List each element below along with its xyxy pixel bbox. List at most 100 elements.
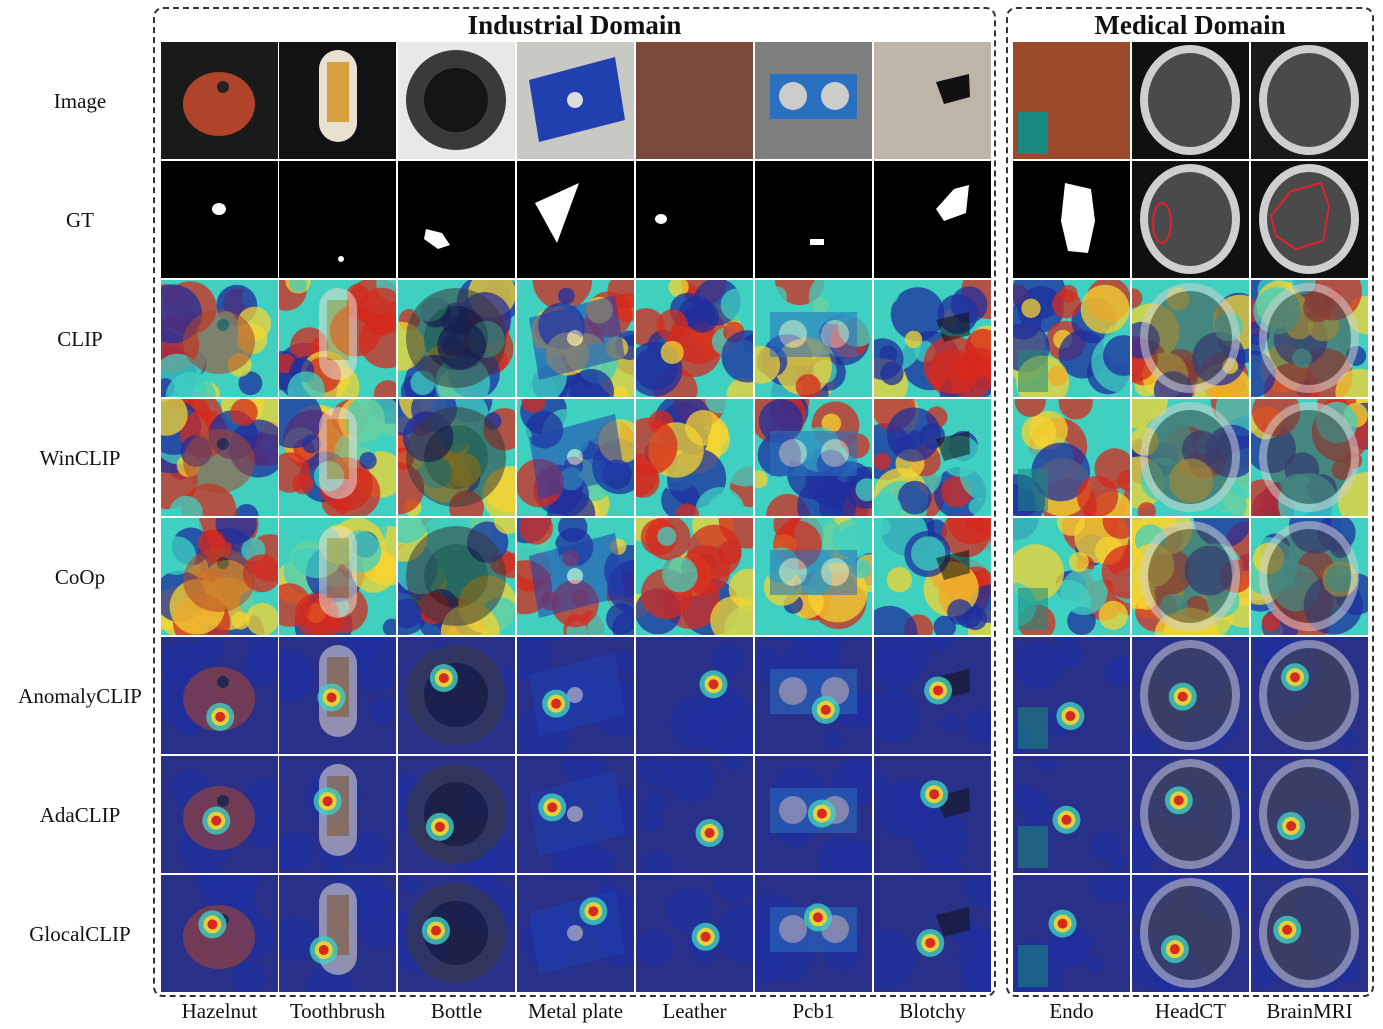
panel-clip-endo — [1013, 280, 1130, 397]
panel-winclip-pcb1 — [755, 399, 872, 516]
panel-gt-pcb1 — [755, 161, 872, 278]
panel-winclip-brainmri — [1251, 399, 1368, 516]
panel-glocalclip-brainmri — [1251, 875, 1368, 992]
panel-coop-headct — [1132, 518, 1249, 635]
row-label-image: Image — [53, 88, 107, 113]
panel-gt-bottle — [398, 161, 515, 278]
panel-clip-brainmri — [1251, 280, 1368, 397]
medical-domain-frame — [1006, 7, 1374, 997]
panel-glocalclip-toothbrush — [279, 875, 396, 992]
panel-gt-hazelnut — [161, 161, 278, 278]
column-label-metal-plate: Metal plate — [527, 999, 624, 1023]
panel-winclip-blotchy — [874, 399, 991, 516]
panel-glocalclip-headct — [1132, 875, 1249, 992]
panel-image-toothbrush — [279, 42, 396, 159]
row-label-coop: CoOp — [54, 564, 106, 589]
panel-gt-endo — [1013, 161, 1130, 278]
panel-glocalclip-blotchy — [874, 875, 991, 992]
column-label-toothbrush: Toothbrush — [289, 999, 386, 1023]
panel-clip-metal-plate — [517, 280, 634, 397]
panel-clip-leather — [636, 280, 753, 397]
panel-adaclip-headct — [1132, 756, 1249, 873]
panel-anomalyclip-bottle — [398, 637, 515, 754]
panel-glocalclip-leather — [636, 875, 753, 992]
panel-winclip-bottle — [398, 399, 515, 516]
panel-image-endo — [1013, 42, 1130, 159]
panel-image-headct — [1132, 42, 1249, 159]
panel-clip-hazelnut — [161, 280, 278, 397]
panel-anomalyclip-headct — [1132, 637, 1249, 754]
panel-coop-hazelnut — [161, 518, 278, 635]
row-label-glocalclip: GlocalCLIP — [29, 921, 131, 946]
panel-anomalyclip-metal-plate — [517, 637, 634, 754]
row-label-adaclip: AdaCLIP — [39, 802, 121, 827]
panel-glocalclip-bottle — [398, 875, 515, 992]
panel-image-brainmri — [1251, 42, 1368, 159]
panel-anomalyclip-pcb1 — [755, 637, 872, 754]
panel-glocalclip-endo — [1013, 875, 1130, 992]
column-label-brainmri: BrainMRI — [1266, 999, 1353, 1023]
panel-coop-toothbrush — [279, 518, 396, 635]
panel-clip-toothbrush — [279, 280, 396, 397]
column-label-leather: Leather — [662, 999, 727, 1023]
panel-adaclip-metal-plate — [517, 756, 634, 873]
panel-winclip-hazelnut — [161, 399, 278, 516]
panel-adaclip-endo — [1013, 756, 1130, 873]
row-label-gt: GT — [66, 207, 94, 232]
medical-domain-title: Medical Domain — [1094, 10, 1286, 40]
panel-winclip-endo — [1013, 399, 1130, 516]
panel-gt-brainmri — [1251, 161, 1368, 278]
panel-adaclip-brainmri — [1251, 756, 1368, 873]
panel-coop-bottle — [398, 518, 515, 635]
panel-gt-toothbrush — [279, 161, 396, 278]
row-label-anomalyclip: AnomalyCLIP — [18, 683, 142, 708]
panel-coop-pcb1 — [755, 518, 872, 635]
column-label-headct: HeadCT — [1154, 999, 1227, 1023]
column-label-blotchy: Blotchy — [899, 999, 966, 1023]
row-label-winclip: WinCLIP — [39, 445, 121, 470]
panel-gt-blotchy — [874, 161, 991, 278]
panel-adaclip-blotchy — [874, 756, 991, 873]
panel-adaclip-hazelnut — [161, 756, 278, 873]
panel-coop-leather — [636, 518, 753, 635]
panel-coop-brainmri — [1251, 518, 1368, 635]
column-label-bottle: Bottle — [430, 999, 483, 1023]
panel-adaclip-bottle — [398, 756, 515, 873]
panel-gt-leather — [636, 161, 753, 278]
panel-anomalyclip-blotchy — [874, 637, 991, 754]
panel-winclip-headct — [1132, 399, 1249, 516]
column-label-endo: Endo — [1049, 999, 1094, 1023]
panel-anomalyclip-hazelnut — [161, 637, 278, 754]
panel-winclip-metal-plate — [517, 399, 634, 516]
panel-anomalyclip-leather — [636, 637, 753, 754]
panel-glocalclip-metal-plate — [517, 875, 634, 992]
panel-gt-headct — [1132, 161, 1249, 278]
panel-clip-bottle — [398, 280, 515, 397]
panel-clip-blotchy — [874, 280, 991, 397]
panel-anomalyclip-brainmri — [1251, 637, 1368, 754]
panel-image-bottle — [398, 42, 515, 159]
panel-glocalclip-pcb1 — [755, 875, 872, 992]
row-label-clip: CLIP — [57, 326, 103, 351]
panel-coop-endo — [1013, 518, 1130, 635]
industrial-domain-title: Industrial Domain — [467, 10, 682, 40]
panel-winclip-leather — [636, 399, 753, 516]
panel-image-leather — [636, 42, 753, 159]
panel-coop-metal-plate — [517, 518, 634, 635]
panel-clip-headct — [1132, 280, 1249, 397]
panel-anomalyclip-toothbrush — [279, 637, 396, 754]
panel-image-hazelnut — [161, 42, 278, 159]
industrial-domain-frame — [153, 7, 996, 997]
panel-adaclip-toothbrush — [279, 756, 396, 873]
panel-image-metal-plate — [517, 42, 634, 159]
panel-adaclip-pcb1 — [755, 756, 872, 873]
panel-coop-blotchy — [874, 518, 991, 635]
panel-winclip-toothbrush — [279, 399, 396, 516]
panel-adaclip-leather — [636, 756, 753, 873]
panel-image-pcb1 — [755, 42, 872, 159]
column-label-pcb1: Pcb1 — [792, 999, 835, 1023]
panel-clip-pcb1 — [755, 280, 872, 397]
panel-gt-metal-plate — [517, 161, 634, 278]
panel-anomalyclip-endo — [1013, 637, 1130, 754]
column-label-hazelnut: Hazelnut — [181, 999, 258, 1023]
